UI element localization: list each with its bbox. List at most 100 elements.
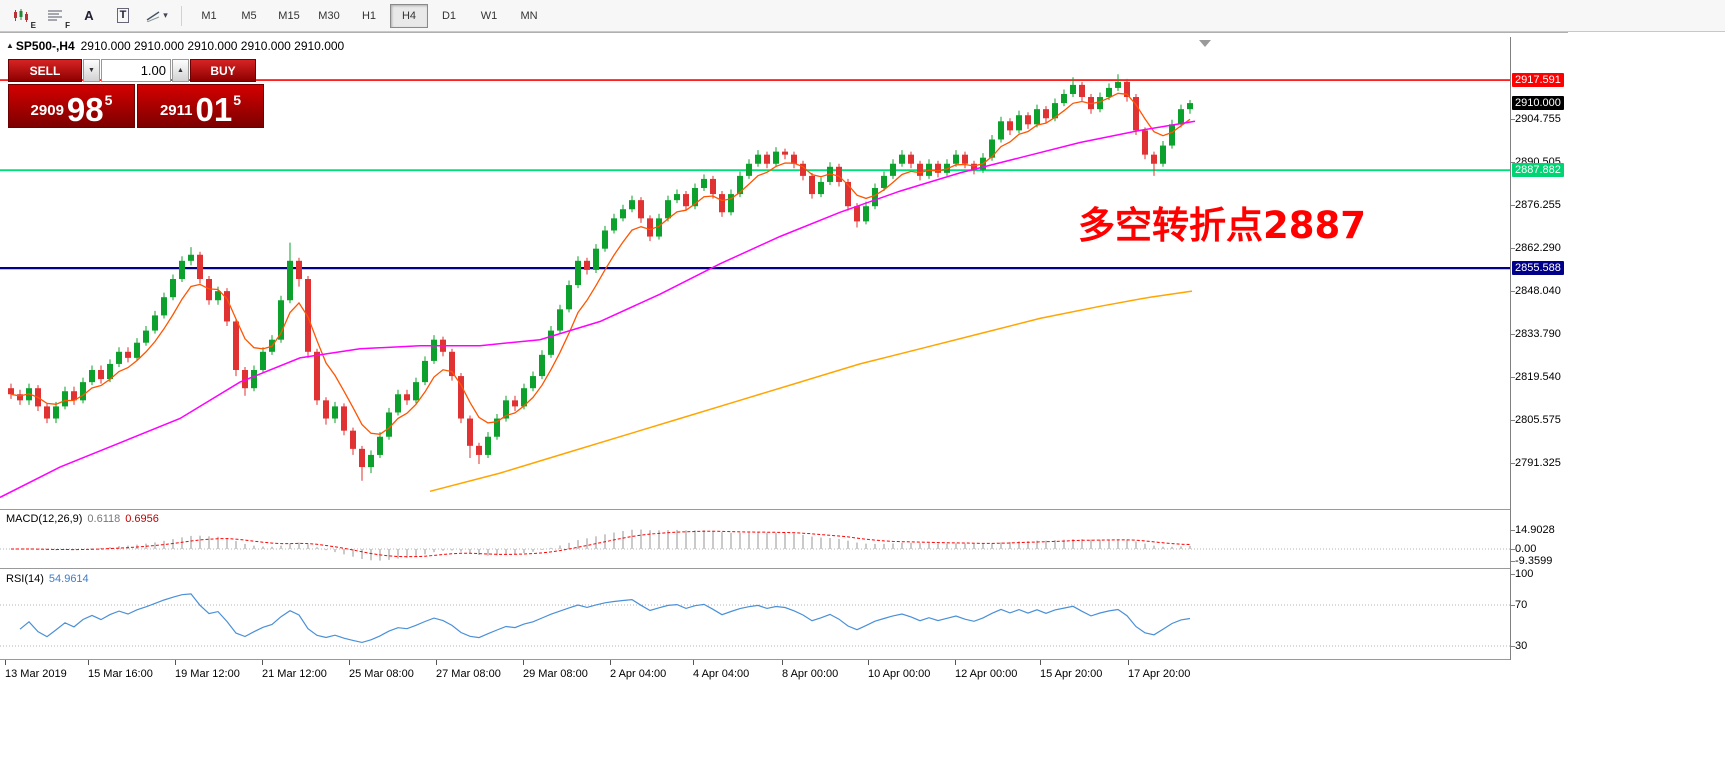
timeframe-mn[interactable]: MN <box>520 9 538 22</box>
time-axis-label: 12 Apr 00:00 <box>955 668 1018 680</box>
timeframe-d1[interactable]: D1 <box>441 9 457 22</box>
level-price-tag: 2887.882 <box>1512 163 1564 178</box>
chart-profiles-icon <box>48 10 62 21</box>
chart-profiles-button[interactable]: F <box>38 3 72 30</box>
timeframe-w1[interactable]: W1 <box>480 9 498 22</box>
volume-increase-button[interactable]: ▲ <box>172 59 189 82</box>
time-axis-tick <box>610 660 611 665</box>
rsi-pane-canvas[interactable] <box>0 570 1510 659</box>
price-axis[interactable]: 2904.7552890.5052876.2552862.2902848.040… <box>1510 37 1569 661</box>
time-axis-label: 19 Mar 12:00 <box>175 668 240 680</box>
time-axis-label: 13 Mar 2019 <box>5 668 67 680</box>
time-axis-tick <box>262 660 263 665</box>
time-axis-tick <box>955 660 956 665</box>
chart-shift-marker-icon[interactable] <box>1199 40 1211 47</box>
timeframe-m1[interactable]: M1 <box>201 9 217 22</box>
chart-type-sub-label: E <box>30 20 36 30</box>
timeframe-m30[interactable]: M30 <box>318 9 340 22</box>
price-scale-label: 2833.790 <box>1515 328 1561 341</box>
time-axis-label: 8 Apr 00:00 <box>782 668 839 680</box>
cursor-tool-button[interactable]: A <box>72 3 106 29</box>
price-scale-label: 2876.255 <box>1515 199 1561 212</box>
macd-label: MACD(12,26,9) 0.6118 0.6956 <box>6 513 159 525</box>
moving-averages <box>0 92 1196 499</box>
bid-big-digits: 98 <box>66 90 104 128</box>
volume-input[interactable] <box>101 59 171 82</box>
rsi-name: RSI(14) <box>6 573 44 585</box>
pane-separator[interactable] <box>0 509 1568 510</box>
timeframe-m5[interactable]: M5 <box>241 9 257 22</box>
timeframe-h1[interactable]: H1 <box>361 9 377 22</box>
time-axis-tick <box>693 660 694 665</box>
macd-scale-label: 0.00 <box>1515 543 1537 555</box>
macd-scale-label: -9.3599 <box>1515 554 1553 567</box>
macd-signal-value: 0.6956 <box>125 513 159 525</box>
axis-tick <box>1511 162 1515 164</box>
macd-pane-canvas[interactable] <box>0 511 1510 568</box>
cursor-tool-icon: A <box>84 8 94 23</box>
trade-prices-row: 2909 98 5 2911 01 5 <box>8 84 264 128</box>
rsi-scale-label: 100 <box>1515 568 1534 581</box>
price-scale-label: 2805.575 <box>1515 413 1561 426</box>
axis-tick <box>1511 334 1515 336</box>
time-axis-label: 17 Apr 20:00 <box>1128 668 1191 680</box>
toolbar-separator <box>181 5 182 26</box>
time-axis-label: 15 Apr 20:00 <box>1040 668 1103 680</box>
ohlc-readout: ▲ SP500-,H4 2910.000 2910.000 2910.000 291… <box>6 39 344 53</box>
chart-window[interactable]: ▲ SP500-,H4 2910.000 2910.000 2910.000 291… <box>0 32 1569 696</box>
time-axis[interactable]: 13 Mar 2019 15 Mar 16:00 19 Mar 12:00 21 Ma… <box>0 660 1568 695</box>
macd-name: MACD(12,26,9) <box>6 513 83 525</box>
time-axis-tick <box>175 660 176 665</box>
ask-prefix: 2911 <box>159 102 193 119</box>
time-axis-tick <box>782 660 783 665</box>
macd-histogram <box>19 529 1191 561</box>
axis-tick <box>1511 549 1515 550</box>
level-price-tag: 2917.591 <box>1512 73 1564 88</box>
candlestick-series <box>8 74 1193 481</box>
axis-tick <box>1511 419 1515 421</box>
text-label-tool-icon: T <box>116 8 130 23</box>
draw-tools-button[interactable]: ▾ <box>140 3 174 29</box>
axis-tick <box>1511 605 1515 606</box>
time-axis-label: 4 Apr 04:00 <box>693 668 750 680</box>
chart-profiles-sub-label: F <box>65 20 70 30</box>
buy-button[interactable]: BUY <box>190 59 256 82</box>
sell-button[interactable]: SELL <box>8 59 82 82</box>
chart-type-button[interactable]: E <box>4 3 38 30</box>
caret-down-icon: ▾ <box>163 10 168 20</box>
ask-price-display[interactable]: 2911 01 5 <box>137 84 264 128</box>
pane-separator[interactable] <box>0 659 1568 660</box>
axis-tick <box>1511 463 1515 465</box>
text-label-tool-button[interactable]: T <box>106 3 140 29</box>
rsi-label: RSI(14) 54.9614 <box>6 573 89 585</box>
volume-decrease-button[interactable]: ▼ <box>83 59 100 82</box>
axis-tick <box>1511 291 1515 293</box>
timeframe-bar: M1 M5 M15 M30 H1 H4 D1 W1 MN <box>189 3 549 28</box>
axis-tick <box>1511 560 1515 562</box>
bid-prefix: 2909 <box>30 102 64 119</box>
price-scale-label: 2791.325 <box>1515 457 1561 470</box>
time-axis-label: 21 Mar 12:00 <box>262 668 327 680</box>
pane-separator[interactable] <box>0 568 1568 569</box>
macd-scale-label: 14.9028 <box>1515 524 1555 537</box>
macd-signal-line <box>11 530 1191 558</box>
ask-pipette: 5 <box>233 92 242 108</box>
trade-controls-row: SELL ▼ ▲ BUY <box>8 59 264 82</box>
time-axis-tick <box>868 660 869 665</box>
timeframe-m15[interactable]: M15 <box>278 9 300 22</box>
toolbar: E F A T ▾ M1 M5 M15 M30 H1 H4 D1 W1 MN <box>0 0 1725 32</box>
rsi-value: 54.9614 <box>48 573 89 585</box>
time-axis-label: 15 Mar 16:00 <box>88 668 153 680</box>
price-scale-label: 2848.040 <box>1515 285 1561 298</box>
price-chart-canvas[interactable] <box>0 37 1510 509</box>
time-axis-label: 25 Mar 08:00 <box>349 668 414 680</box>
time-axis-tick <box>436 660 437 665</box>
rsi-scale-label: 70 <box>1515 599 1528 611</box>
timeframe-h4[interactable]: H4 <box>390 3 428 28</box>
time-axis-label: 2 Apr 04:00 <box>610 668 667 680</box>
chart-type-icon <box>13 8 28 22</box>
bid-price-display[interactable]: 2909 98 5 <box>8 84 135 128</box>
tool-buttons-group: E F A T ▾ <box>4 3 174 30</box>
